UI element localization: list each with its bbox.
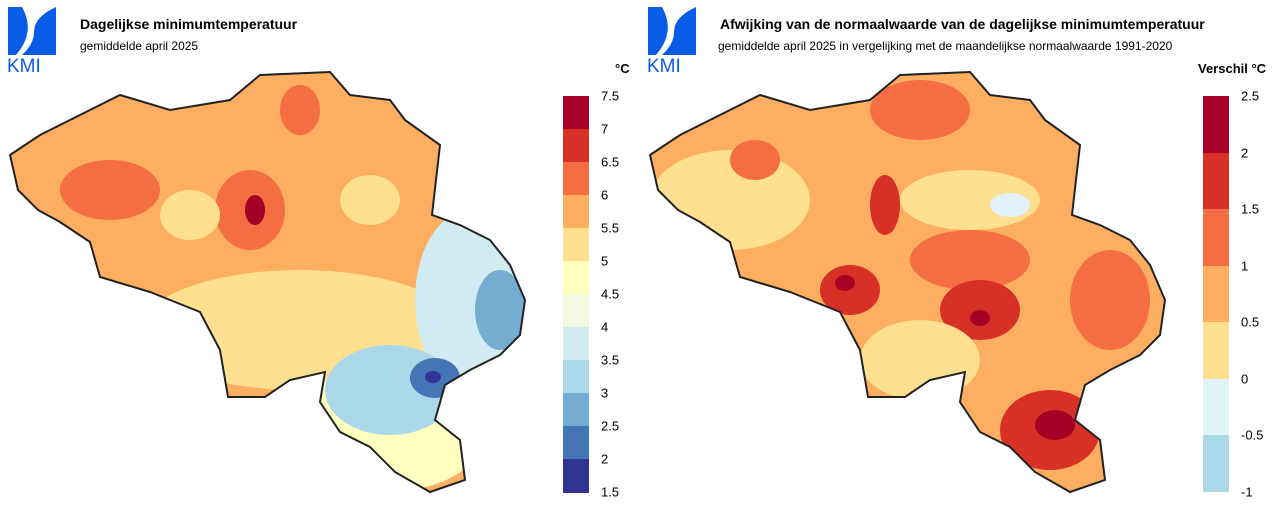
legend-bin xyxy=(563,162,589,196)
kmi-logo: KMI xyxy=(7,7,56,73)
legend-bin xyxy=(1203,265,1229,323)
legend-unit: Verschil °C xyxy=(1198,61,1267,76)
legend-bin xyxy=(563,426,589,460)
svg-text:KMI: KMI xyxy=(7,56,41,73)
legend-tick-label: 1 xyxy=(1241,258,1249,274)
legend-tick-label: 2.5 xyxy=(1241,88,1260,104)
legend-tick-label: 1.5 xyxy=(1241,201,1260,217)
legend-bin xyxy=(563,96,589,130)
legend-bin xyxy=(563,294,589,328)
legend-tick-label: 2 xyxy=(601,451,609,467)
map-subtitle: gemiddelde april 2025 xyxy=(80,39,199,53)
legend-tick-label: 6.5 xyxy=(601,154,620,170)
legend-tick-label: 3.5 xyxy=(601,352,620,368)
legend-tick-label: 0 xyxy=(1241,371,1249,387)
svg-text:KMI: KMI xyxy=(647,56,681,73)
legend-bin xyxy=(563,195,589,229)
legend-bin xyxy=(563,360,589,394)
legend-tick-label: 6 xyxy=(601,187,609,203)
legend-tick-label: 4.5 xyxy=(601,286,620,302)
legend-bin xyxy=(563,228,589,262)
legend-tick-label: 7 xyxy=(601,121,609,137)
temperature-map xyxy=(9,71,526,493)
legend-tick-label: -0.5 xyxy=(1241,427,1264,443)
map-title: Afwijking van de normaalwaarde van de da… xyxy=(720,16,1205,32)
legend-bin xyxy=(563,327,589,361)
legend-bin xyxy=(1203,435,1229,493)
legend-bin xyxy=(1203,152,1229,210)
legend-tick-label: 1.5 xyxy=(601,484,620,500)
legend-tick-label: 4 xyxy=(601,319,609,335)
legend-tick-label: 0.5 xyxy=(1241,314,1260,330)
map-subtitle: gemiddelde april 2025 in vergelijking me… xyxy=(718,39,1173,53)
legend-tick-label: 2.5 xyxy=(601,418,620,434)
map-title: Dagelijkse minimumtemperatuur xyxy=(80,16,298,32)
legend-bin xyxy=(563,459,589,493)
legend-bin xyxy=(1203,209,1229,267)
legend-bin xyxy=(563,129,589,163)
legend-bin xyxy=(1203,322,1229,380)
legend-tick-label: 7.5 xyxy=(601,88,620,104)
legend-tick-label: -1 xyxy=(1241,484,1253,500)
legend-tick-label: 5.5 xyxy=(601,220,620,236)
anomaly-map xyxy=(649,71,1166,493)
legend-bin xyxy=(1203,96,1229,154)
legend-bin xyxy=(563,261,589,295)
legend-tick-label: 3 xyxy=(601,385,609,401)
legend-tick-label: 5 xyxy=(601,253,609,269)
legend-unit: °C xyxy=(615,61,630,76)
kmi-logo: KMI xyxy=(647,7,696,73)
legend-tick-label: 2 xyxy=(1241,145,1249,161)
legend-bin xyxy=(1203,378,1229,436)
legend-bin xyxy=(563,393,589,427)
